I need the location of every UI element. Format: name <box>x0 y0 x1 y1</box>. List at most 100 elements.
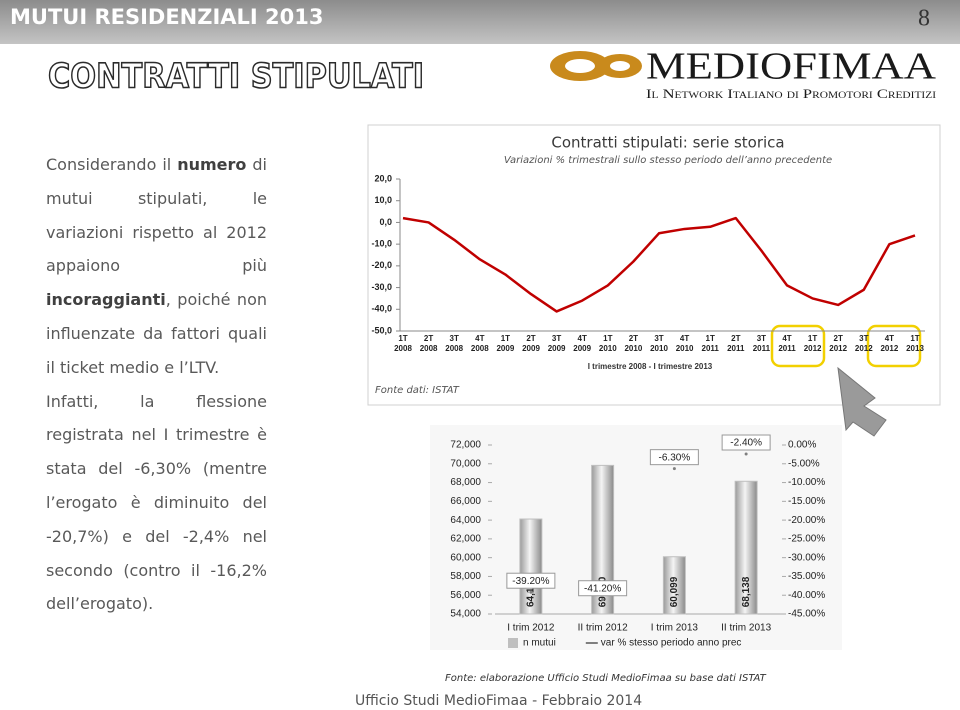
line-chart-frame <box>367 124 941 406</box>
data-label: -2.40% <box>730 438 762 449</box>
x-tick-label: 2T 2009 <box>522 334 540 353</box>
x-tick-label: 3T 2009 <box>547 334 566 353</box>
footer-source: Fonte: elaborazione Ufficio Studi MedioF… <box>445 673 767 684</box>
data-label: -41.20% <box>584 583 621 594</box>
line-point <box>601 598 605 602</box>
header-title: MUTUI RESIDENZIALI 2013 <box>10 5 324 29</box>
y2-tick-label: -20.00% <box>788 515 825 526</box>
y-tick-label: 62,000 <box>450 534 481 545</box>
x-tick-label: 4T 2011 <box>778 334 796 353</box>
label-box <box>721 434 771 451</box>
x-tick-label: 2T 2008 <box>419 334 438 353</box>
legend-label: var % stesso periodo anno prec <box>601 638 742 649</box>
y-tick-label: 20,0 <box>374 173 392 183</box>
y-tick-label: 10,0 <box>374 195 392 205</box>
y-tick-label: -50,0 <box>371 325 392 335</box>
chart-title: Contratti stipulati: serie storica <box>551 134 784 152</box>
y-tick-label: -10,0 <box>371 239 392 249</box>
bar <box>591 464 615 615</box>
x-tick-label: 3T 2010 <box>650 334 668 353</box>
slide-title: CONTRATTI STIPULATI <box>48 57 424 97</box>
legend-swatch <box>508 638 518 648</box>
x-tick-label: 4T 2008 <box>470 334 489 353</box>
y-tick-label: 66,000 <box>450 496 481 507</box>
y2-tick-label: -45.00% <box>788 609 825 620</box>
bar-chart-frame <box>430 425 842 650</box>
y2-tick-label: 0.00% <box>788 440 816 451</box>
y-tick-label: 70,000 <box>450 458 481 469</box>
highlight-box <box>770 324 826 368</box>
x-tick-label: 1T 2009 <box>496 334 515 353</box>
x-tick-label: 3T 2011 <box>752 334 771 353</box>
y-tick-label: 68,000 <box>450 477 481 488</box>
paragraph: Considerando il numero di mutui stipulat… <box>46 148 267 385</box>
x-tick-label: 4T 2010 <box>675 334 694 353</box>
x-tick-label: 1T 2012 <box>803 334 822 353</box>
x-tick-label: II trim 2013 <box>721 623 771 634</box>
text-span: di mutui stipulati, le variazioni rispet… <box>46 155 267 276</box>
text-span: Infatti, la flessione registrata nel I t… <box>46 391 267 614</box>
x-tick-label: 3T 2012 <box>854 334 873 353</box>
legend-label: n mutui <box>523 638 556 649</box>
label-box <box>578 580 628 597</box>
x-tick-label: 2T 2010 <box>624 334 643 353</box>
x-tick-label: 2T 2011 <box>727 334 745 353</box>
x-axis-label: I trimestre 2008 - I trimestre 2013 <box>588 362 713 371</box>
data-label: 68,138 <box>741 576 752 607</box>
y-tick-label: 0,0 <box>379 217 392 227</box>
x-tick-label: 1T 2013 <box>906 334 924 353</box>
y-tick-label: 56,000 <box>450 590 481 601</box>
bar <box>519 518 543 615</box>
body-text: Considerando il numero di mutui stipulat… <box>46 148 267 621</box>
x-tick-label: 3T 2008 <box>445 334 464 353</box>
y2-tick-label: -25.00% <box>788 534 825 545</box>
data-label: -39.20% <box>512 576 549 587</box>
label-box <box>506 572 556 589</box>
y2-tick-label: -15.00% <box>788 496 825 507</box>
text-span: , poiché non influenzate da fattori qual… <box>46 290 267 377</box>
y-tick-label: 60,000 <box>450 552 481 563</box>
label-box <box>649 449 699 466</box>
x-tick-label: II trim 2012 <box>578 623 628 634</box>
x-tick-label: I trim 2012 <box>507 623 555 634</box>
x-tick-label: 1T 2011 <box>701 334 719 353</box>
line-point <box>744 452 748 456</box>
x-tick-label: 2T 2012 <box>829 334 848 353</box>
data-label: 60,099 <box>669 576 680 607</box>
x-tick-label: 1T 2008 <box>394 334 412 353</box>
y-tick-label: 54,000 <box>450 609 481 620</box>
chart-source: Fonte dati: ISTAT <box>375 385 460 396</box>
bar <box>734 480 758 615</box>
y2-tick-label: -35.00% <box>788 571 825 582</box>
bold-text: numero <box>177 155 247 174</box>
x-tick-label: 4T 2012 <box>880 334 899 353</box>
arrow <box>837 366 887 437</box>
bold-text: incoraggianti <box>46 290 166 310</box>
y2-tick-label: -40.00% <box>788 590 825 601</box>
paragraph: Infatti, la flessione registrata nel I t… <box>46 385 267 622</box>
logo-name: MEDIOFIMAA <box>646 46 937 88</box>
y-tick-label: -30,0 <box>371 282 392 292</box>
text-span: Considerando il <box>46 155 178 174</box>
line-point <box>672 467 676 471</box>
y-tick-label: -40,0 <box>371 304 392 314</box>
line-point <box>529 590 533 594</box>
chart-subtitle: Variazioni % trimestrali sullo stesso pe… <box>504 155 832 166</box>
y-tick-label: 72,000 <box>450 440 481 451</box>
y-tick-label: 58,000 <box>450 571 481 582</box>
bar <box>662 556 686 615</box>
highlight-box <box>866 324 922 368</box>
x-tick-label: 1T 2010 <box>598 334 617 353</box>
logo-tagline: Il Network Italiano di Promotori Crediti… <box>646 86 936 101</box>
logo-mark <box>550 51 642 81</box>
page-number: 8 <box>918 6 930 32</box>
footer-credit: Ufficio Studi MedioFimaa - Febbraio 2014 <box>355 693 642 709</box>
data-line <box>402 216 916 313</box>
y2-tick-label: -30.00% <box>788 552 825 563</box>
y2-tick-label: -5.00% <box>788 458 820 469</box>
x-tick-label: 4T 2009 <box>573 334 592 353</box>
y-tick-label: 64,000 <box>450 515 481 526</box>
y2-tick-label: -10.00% <box>788 477 825 488</box>
